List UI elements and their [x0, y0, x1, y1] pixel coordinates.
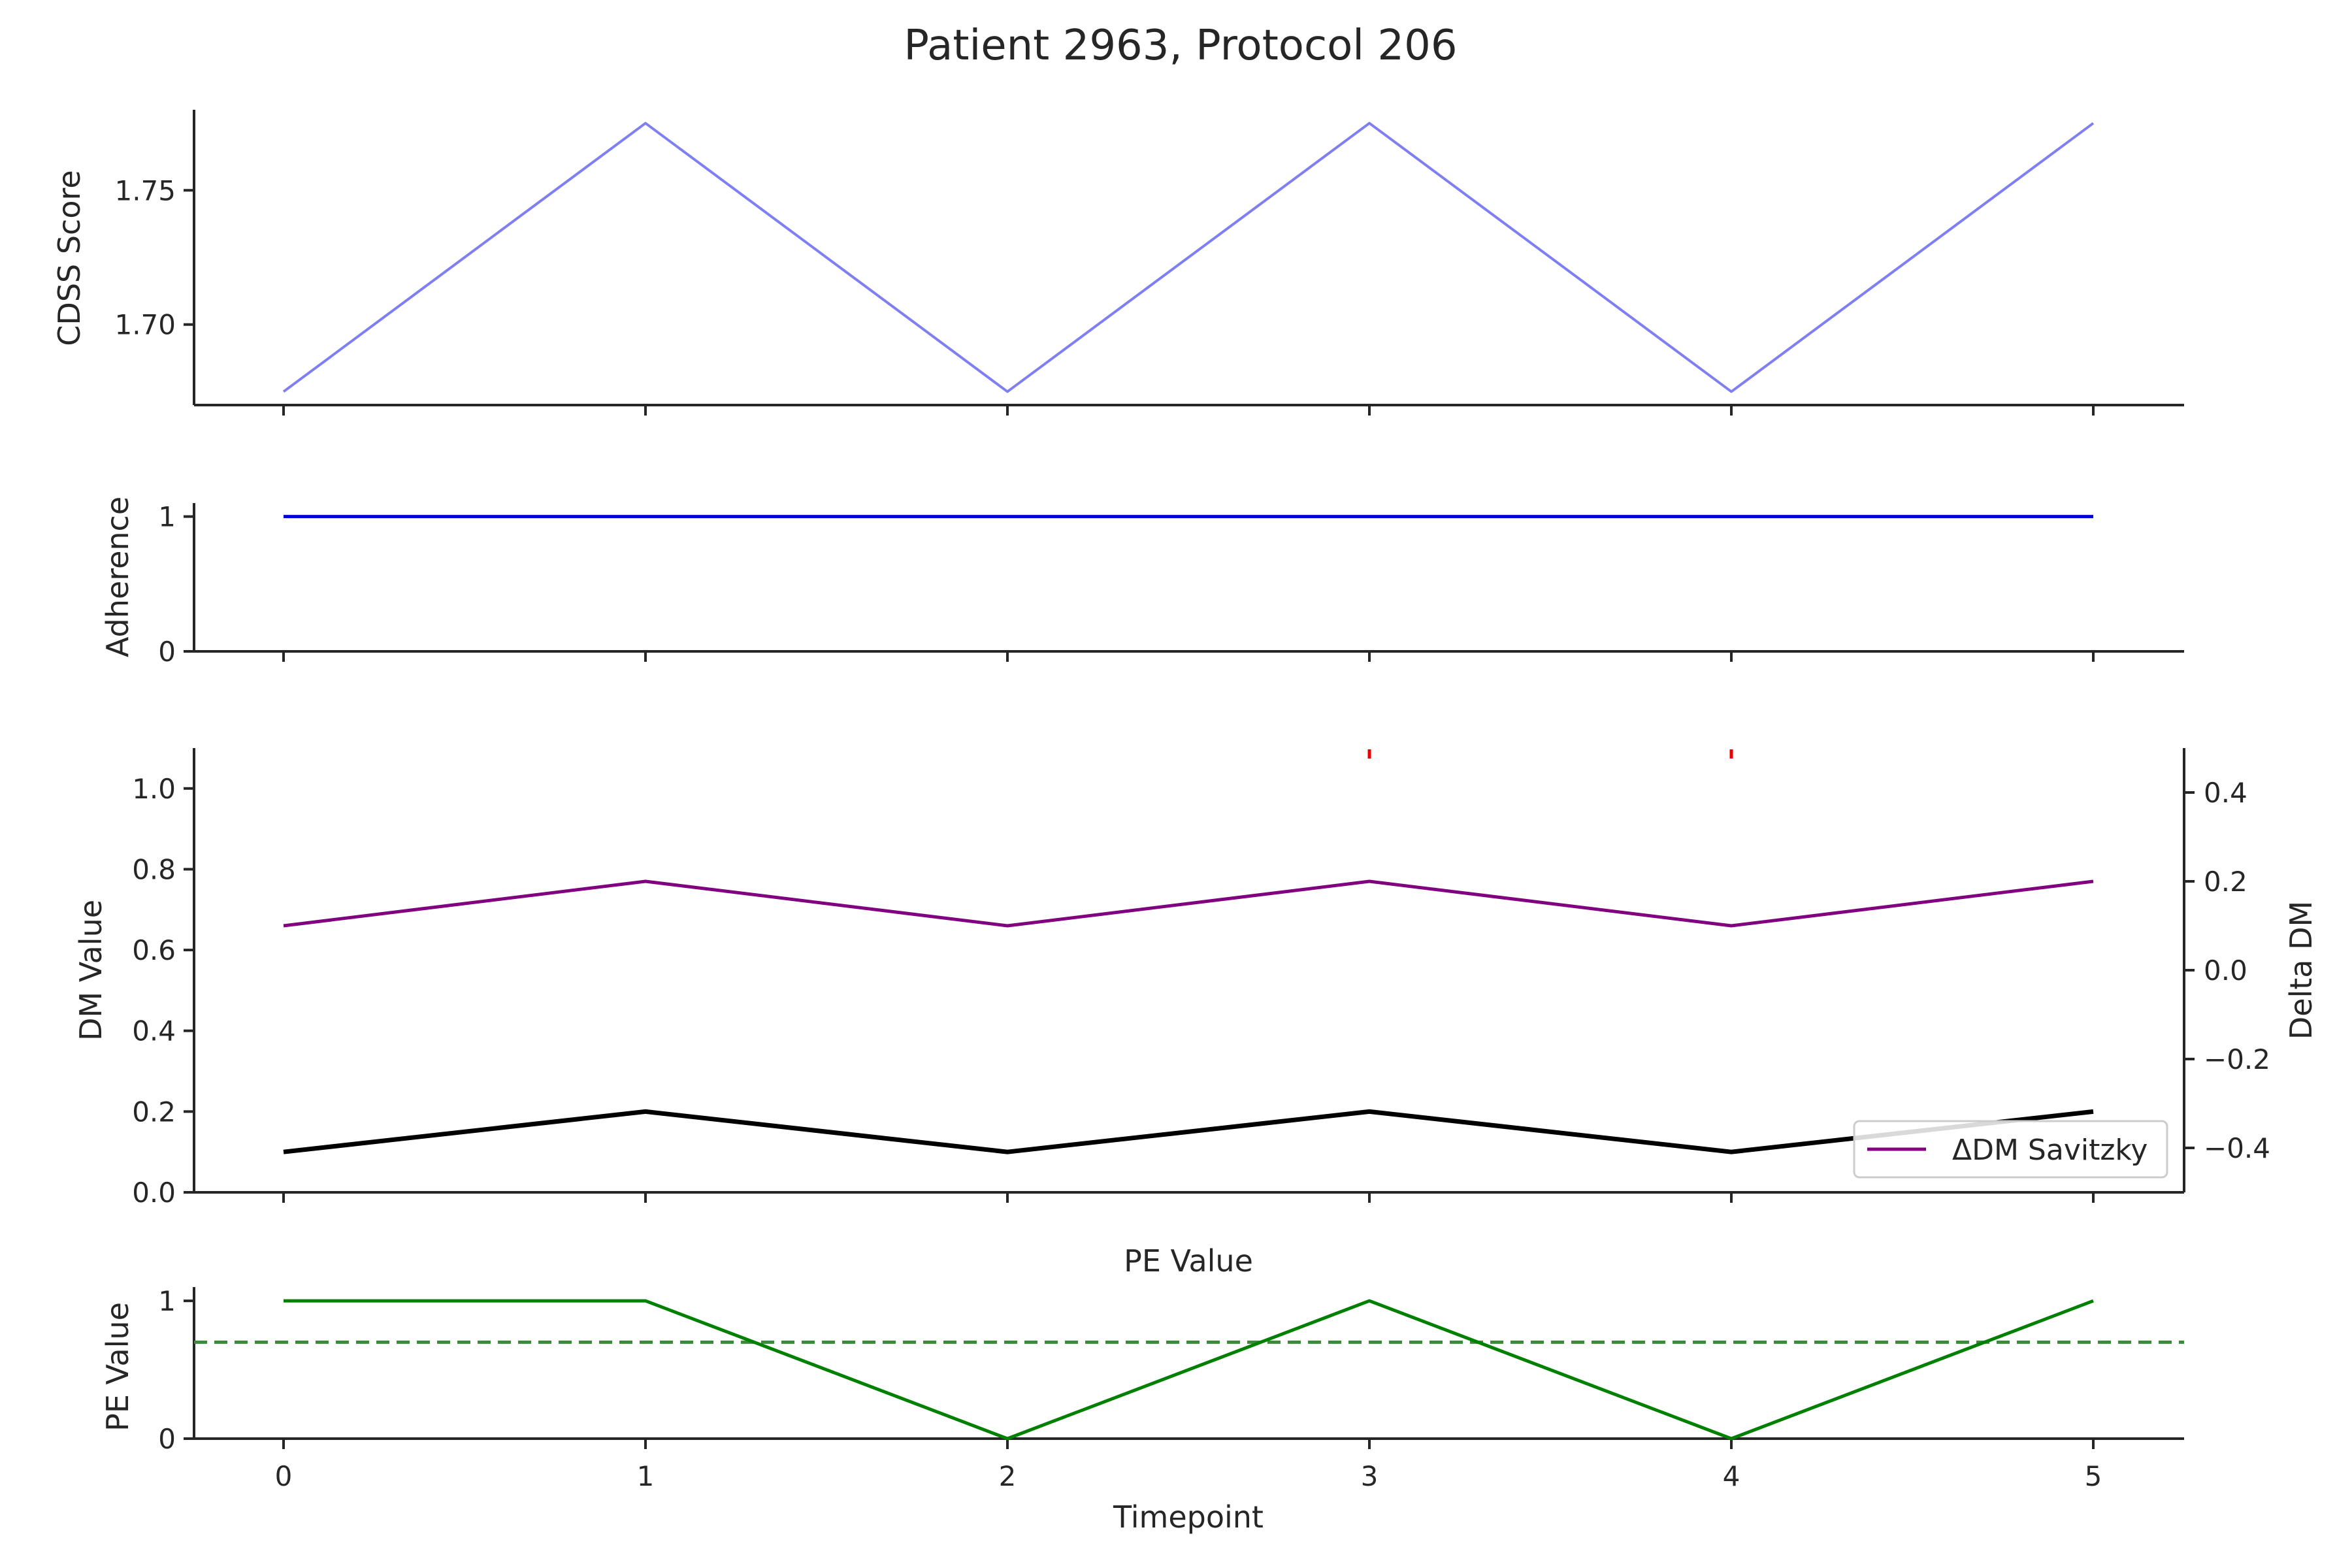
y-tick-label: 0.0 — [132, 1177, 176, 1209]
panel-2-ylabel: DM Value — [73, 900, 108, 1041]
x-tick-label: 1 — [637, 1460, 655, 1492]
y-tick-label: 1 — [158, 1285, 176, 1317]
x-tick-label: 0 — [275, 1460, 293, 1492]
legend-label: ΔDM Savitzky — [1952, 1134, 2148, 1167]
series-line-1 — [283, 879, 2094, 928]
y-right-tick-label: 0.4 — [2204, 777, 2247, 809]
x-tick-label: 5 — [2085, 1460, 2102, 1492]
y-tick-label: 0.4 — [132, 1015, 176, 1047]
x-tick-label: 4 — [1723, 1460, 1740, 1492]
series-line-0 — [282, 122, 2095, 393]
figure-title: Patient 2963, Protocol 206 — [904, 22, 1457, 70]
y-tick-label: 0 — [158, 1423, 176, 1455]
panel-3-title: PE Value — [1124, 1243, 1253, 1279]
panel-1-ylabel: Adherence — [100, 497, 135, 657]
series-line-0 — [284, 1299, 2094, 1441]
legend: ΔDM Savitzky — [1853, 1120, 2168, 1179]
y-right-tick-label: −0.2 — [2204, 1043, 2270, 1075]
y-right-tick-label: 0.2 — [2204, 866, 2247, 898]
x-axis-label: Timepoint — [1113, 1499, 1264, 1535]
legend-box — [1853, 1120, 2168, 1179]
panel-3-ylabel: PE Value — [100, 1302, 135, 1431]
y-right-tick-label: −0.4 — [2204, 1132, 2270, 1164]
y-tick-label: 0 — [158, 636, 176, 668]
y-tick-label: 1.0 — [132, 773, 176, 805]
panel-2-ylabel-right: Delta DM — [2283, 901, 2319, 1039]
y-tick-label: 1.70 — [114, 309, 176, 341]
adherence-panel: 01 — [158, 501, 2184, 668]
pe-panel: 0 1 0 1 2 3 4 5 — [158, 1285, 2184, 1492]
dm-panel: 0.0 0.2 0.4 0.6 0.8 1.0 −0.4 −0.2 0.0 0.2 0.4 — [132, 748, 2270, 1209]
y-tick-label: 1 — [158, 501, 176, 533]
cdss-panel: 1.70 1.75 — [114, 110, 2184, 416]
panel-0-ylabel: CDSS Score — [52, 170, 87, 346]
series-line-0 — [283, 1109, 2094, 1154]
y-right-tick-label: 0.0 — [2204, 955, 2247, 987]
y-tick-label: 1.75 — [114, 174, 176, 206]
y-tick-label: 0.6 — [132, 934, 176, 966]
y-tick-label: 0.8 — [132, 853, 176, 885]
y-tick-label: 0.2 — [132, 1096, 176, 1128]
x-tick-label: 3 — [1361, 1460, 1379, 1492]
x-tick-label: 2 — [999, 1460, 1017, 1492]
